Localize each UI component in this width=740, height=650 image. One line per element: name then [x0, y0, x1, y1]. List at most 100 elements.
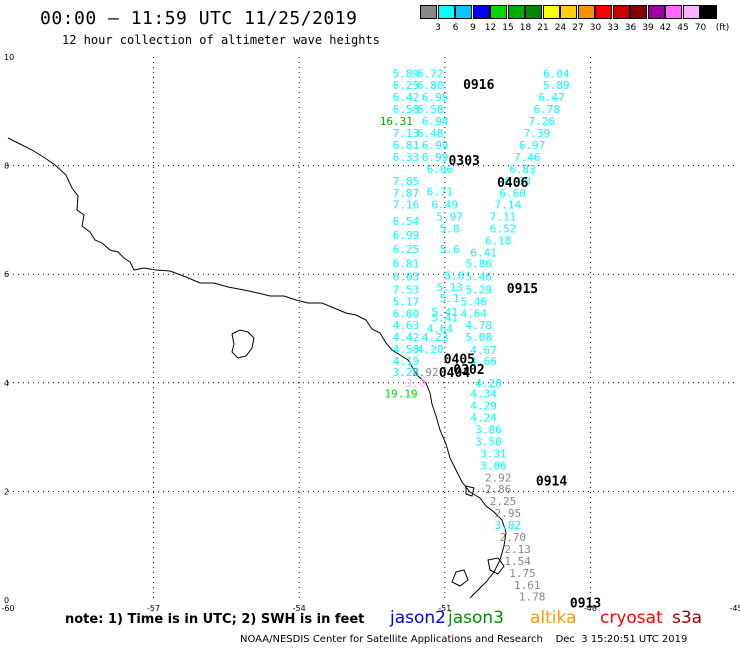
legend-label: 6	[452, 23, 459, 33]
x-tick-label: -48	[584, 604, 597, 613]
wave-height-label: 2.95	[495, 507, 522, 520]
wave-height-label: 2.70	[499, 531, 526, 544]
wave-height-label: 7.53	[393, 283, 420, 296]
legend-swatch	[525, 5, 542, 19]
island-outline	[487, 557, 505, 575]
wave-height-label: 2.92	[485, 471, 512, 484]
wave-height-label: 6.04	[543, 67, 570, 80]
pass-time-label: 0916	[463, 78, 494, 93]
pass-time-label: 0302	[453, 363, 484, 378]
wave-height-label: 2.92	[412, 366, 439, 379]
wave-height-label: 6.99	[422, 139, 449, 152]
y-tick-label: 0	[4, 596, 9, 605]
wave-height-label: 4.64	[427, 323, 454, 336]
wave-height-label: 4.34	[470, 388, 497, 401]
wave-height-label: 6.47	[538, 91, 565, 104]
wave-height-label: 4.20	[475, 377, 502, 390]
wave-height-label: 6.94	[422, 115, 449, 128]
wave-height-label: 6.33	[393, 151, 420, 164]
wave-height-label: 5.46	[466, 270, 493, 283]
legend-swatch	[490, 5, 507, 19]
legend-label: 70	[694, 23, 707, 33]
x-tick-label: -60	[1, 604, 14, 613]
wave-height-label: 7.11	[490, 211, 517, 224]
wave-height-label: 5.8	[440, 223, 460, 236]
pass-time-label: 0404	[439, 366, 470, 381]
wave-height-label: 3.06	[480, 459, 507, 472]
wave-height-label: 6.54	[393, 215, 420, 228]
legend-unit: (ft)	[715, 23, 730, 33]
wave-height-label: 6.78	[533, 103, 560, 116]
wave-height-label: 6.81	[393, 257, 420, 270]
wave-height-label: 4.58	[393, 343, 420, 356]
wave-height-label: 5.41	[432, 312, 459, 325]
legend-label: 18	[519, 23, 532, 33]
wave-height-label: 7.39	[524, 127, 551, 140]
wave-height-label: 7.87	[393, 187, 420, 200]
wave-height-label: 7.13	[393, 127, 420, 140]
wave-height-label: 4.29	[470, 400, 497, 413]
wave-height-label: 6.25	[393, 79, 420, 92]
pass-time-label: 0913	[570, 597, 601, 612]
x-tick-label: -54	[293, 604, 306, 613]
wave-height-label: 6.41	[470, 246, 497, 259]
pass-time-label: 0303	[449, 154, 480, 169]
wave-height-label: 6.99	[422, 151, 449, 164]
pass-time-label: 0915	[507, 282, 538, 297]
wave-height-label: 6.25	[393, 243, 420, 256]
wave-height-label: 3.86	[475, 423, 502, 436]
wave-height-label: 7.26	[529, 115, 556, 128]
wave-height-label: 4.19	[393, 355, 420, 368]
y-tick-label: 10	[4, 53, 14, 62]
wave-height-label: 3.50	[475, 435, 502, 448]
island-outline	[465, 485, 475, 497]
wave-height-label: 6.49	[432, 199, 459, 212]
wave-height-label: 5.08	[466, 331, 493, 344]
page-subtitle: 12 hour collection of altimeter wave hei…	[62, 33, 380, 47]
wave-height-label: 2.13	[504, 543, 531, 556]
legend-swatch	[542, 5, 560, 19]
legend-swatch	[612, 5, 630, 19]
legend-label: 45	[677, 23, 689, 33]
wave-height-label: 6.97	[519, 139, 546, 152]
wave-height-label: 4.20	[417, 343, 444, 356]
island-outline	[231, 329, 255, 359]
wave-height-label: 6.83	[509, 163, 536, 176]
wave-height-label: 6.81	[393, 139, 420, 152]
wave-height-label: 5.86	[466, 257, 493, 270]
wave-height-label: 4.42	[393, 331, 420, 344]
legend-swatch	[595, 5, 612, 19]
wave-height-label: 6.80	[417, 79, 444, 92]
y-tick-label: 2	[4, 487, 9, 496]
wave-height-label: 6.72	[417, 67, 444, 80]
wave-height-label: 4.78	[466, 319, 493, 332]
wave-height-label: 2.86	[485, 483, 512, 496]
legend-label: 3	[435, 23, 441, 33]
wave-height-label: 6.71	[427, 186, 454, 199]
legend-swatch	[665, 5, 682, 19]
wave-height-label: 6.95	[422, 91, 449, 104]
wave-height-label: 3.82	[495, 519, 522, 532]
wave-height-label: 5.41	[432, 306, 459, 319]
legend-swatch	[560, 5, 577, 19]
legend-swatch	[437, 5, 455, 19]
y-tick-label: 4	[4, 379, 9, 388]
wave-height-label: 5.1	[440, 292, 460, 305]
satellite-cryosat: cryosat	[600, 608, 663, 628]
legend-label: 39	[642, 23, 654, 33]
wave-height-label: 6.52	[490, 223, 517, 236]
x-tick-label: -51	[438, 604, 451, 613]
wave-height-label: 5.89	[543, 79, 570, 92]
pass-time-label: 0405	[444, 352, 475, 367]
wave-height-label: 4.23	[422, 331, 449, 344]
wave-height-label: 1.54	[504, 555, 531, 568]
wave-height-label: 5.13	[436, 281, 463, 294]
wave-height-label: 4.64	[461, 307, 488, 320]
legend-swatch	[455, 5, 472, 19]
wave-height-label: 1.75	[509, 567, 536, 580]
wave-height-label: 6.60	[499, 187, 526, 200]
wave-height-label: 7.16	[393, 199, 420, 212]
pass-time-label: 0914	[536, 475, 567, 490]
wave-height-label: 4.24	[470, 412, 497, 425]
